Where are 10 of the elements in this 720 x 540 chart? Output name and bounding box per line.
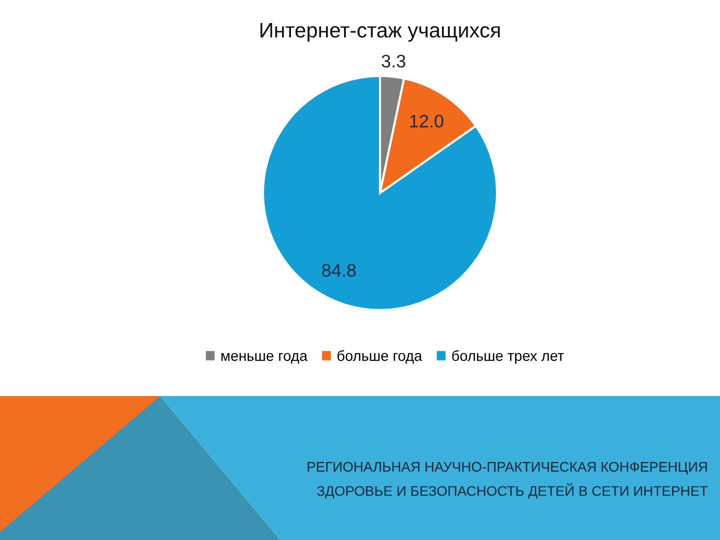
pie-slice <box>262 74 498 312</box>
text: РЕГИОНАЛЬНАЯ НАУЧНО-ПРАКТИЧЕСКАЯ КОНФЕРЕНЦИЯ <box>308 462 707 474</box>
text: ЗДОРОВЬЕ И БЕЗОПАСНОСТЬ ДЕТЕЙ В СЕТИ ИНТЕРНЕТ <box>317 483 708 499</box>
chart-title: Интернет-стаж учащихся <box>260 23 500 42</box>
legend-label: больше трех лет <box>452 350 564 364</box>
data-label: 84.8 <box>322 264 356 277</box>
data-label: 12.0 <box>410 114 444 128</box>
legend-label: меньше года <box>221 352 308 364</box>
data-label: 3.3 <box>382 54 406 68</box>
legend-label: больше года <box>338 350 422 364</box>
